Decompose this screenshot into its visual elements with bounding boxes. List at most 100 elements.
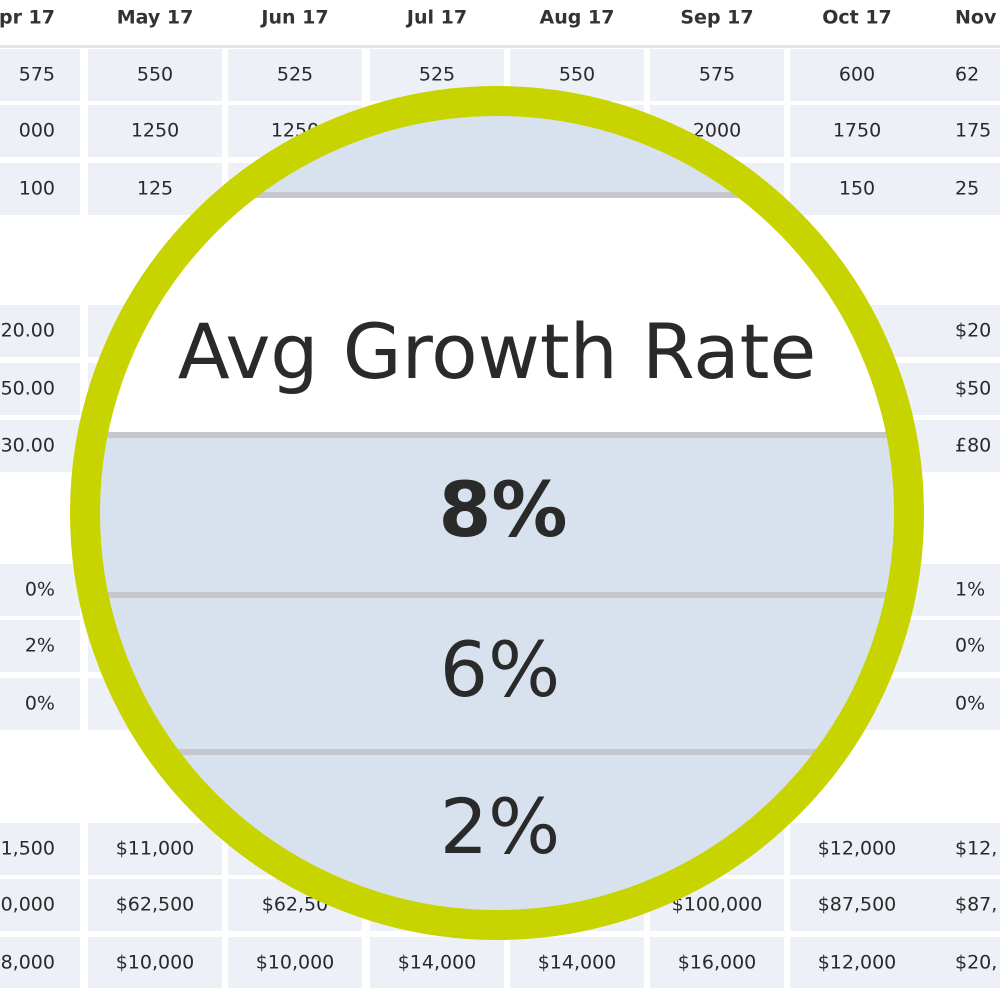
column-header: Aug 17 (540, 7, 615, 29)
column-header: May 17 (117, 7, 194, 29)
cell (0, 879, 80, 931)
column-header: Jul 17 (405, 7, 467, 29)
cell-text: 125 (137, 178, 173, 200)
cell (790, 879, 924, 931)
cell-text: 175 (955, 120, 991, 142)
cell (918, 363, 1000, 415)
cell (0, 823, 80, 875)
cell-text: $12, (955, 838, 997, 860)
cell (88, 937, 222, 988)
cell (0, 937, 80, 988)
cell-text: 30.00 (1, 435, 55, 457)
cell-text: 000 (19, 120, 55, 142)
cell (88, 105, 222, 157)
cell-text: 550 (137, 64, 173, 86)
cell (0, 564, 80, 616)
cell-text: 50.00 (1, 378, 55, 400)
cell (790, 823, 924, 875)
cell-text: 1750 (833, 120, 881, 142)
cell (228, 49, 362, 101)
cell (790, 163, 924, 215)
cell (918, 305, 1000, 357)
cell (790, 105, 924, 157)
cell (918, 105, 1000, 157)
cell (0, 163, 80, 215)
cell-text: 600 (839, 64, 875, 86)
cell-text: 525 (277, 64, 313, 86)
cell-text: $62,50 (262, 894, 328, 916)
cell-text: $62,500 (116, 894, 195, 916)
column-header: Nov (955, 7, 997, 29)
cell-text: 575 (699, 64, 735, 86)
growth-value: 2% (440, 782, 561, 871)
growth-value: 8% (438, 465, 567, 554)
growth-value: 6% (440, 625, 561, 714)
cell-text: 0,000 (1, 894, 55, 916)
cell (0, 49, 80, 101)
column-header: pr 17 (0, 7, 55, 29)
cell-text: $10,000 (256, 952, 335, 974)
separator (85, 192, 909, 198)
cell-text: 62 (955, 64, 979, 86)
cell-text: $20, (955, 952, 997, 974)
cell (88, 163, 222, 215)
cell-text: 8,000 (1, 952, 55, 974)
column-header: Sep 17 (680, 7, 753, 29)
cell (918, 564, 1000, 616)
cell-text: 575 (19, 64, 55, 86)
magnifier-ring (70, 86, 924, 940)
cell-text: $16,000 (678, 952, 757, 974)
cell (918, 620, 1000, 672)
cell-text: $11,000 (116, 838, 195, 860)
cell (0, 620, 80, 672)
cell-text: $12,000 (818, 952, 897, 974)
cell-text: $14,000 (398, 952, 477, 974)
cell-text: $10,000 (116, 952, 195, 974)
cell-text: 25 (955, 178, 979, 200)
cell (918, 879, 1000, 931)
separator (85, 592, 909, 598)
cell (88, 879, 222, 931)
cell (0, 420, 80, 472)
cell (918, 823, 1000, 875)
cell (228, 937, 362, 988)
cell (0, 305, 80, 357)
separator (85, 749, 909, 755)
cell-text: 550 (559, 64, 595, 86)
cell (918, 420, 1000, 472)
cell (0, 363, 80, 415)
cell (650, 49, 784, 101)
cell (790, 937, 924, 988)
cell (918, 49, 1000, 101)
cell (0, 105, 80, 157)
cell (790, 49, 924, 101)
cell (918, 678, 1000, 730)
cell (88, 49, 222, 101)
cell-text: 1250 (131, 120, 179, 142)
cell (0, 678, 80, 730)
band (85, 195, 909, 435)
cell-text: $100,000 (672, 894, 763, 916)
cell-text: 2% (25, 635, 55, 657)
cell (650, 937, 784, 988)
cell (510, 937, 644, 988)
cell-text: 100 (19, 178, 55, 200)
cell-text: 0% (25, 693, 55, 715)
cell-text: 1% (955, 579, 985, 601)
cell-text: 0% (955, 693, 985, 715)
cell-text: $20 (955, 320, 991, 342)
cell-text: $87,500 (818, 894, 897, 916)
column-header: Jun 17 (259, 7, 328, 29)
separator (85, 432, 909, 438)
cell-text: $87, (955, 894, 997, 916)
cell-text: 0% (955, 635, 985, 657)
cell-text: 150 (839, 178, 875, 200)
cell (88, 823, 222, 875)
cell-text: 525 (419, 64, 455, 86)
cell-text: £80 (955, 435, 991, 457)
cell (370, 937, 504, 988)
header-rule (0, 45, 1000, 48)
magnifier-title: Avg Growth Rate (178, 307, 816, 396)
column-header: Oct 17 (822, 7, 892, 29)
